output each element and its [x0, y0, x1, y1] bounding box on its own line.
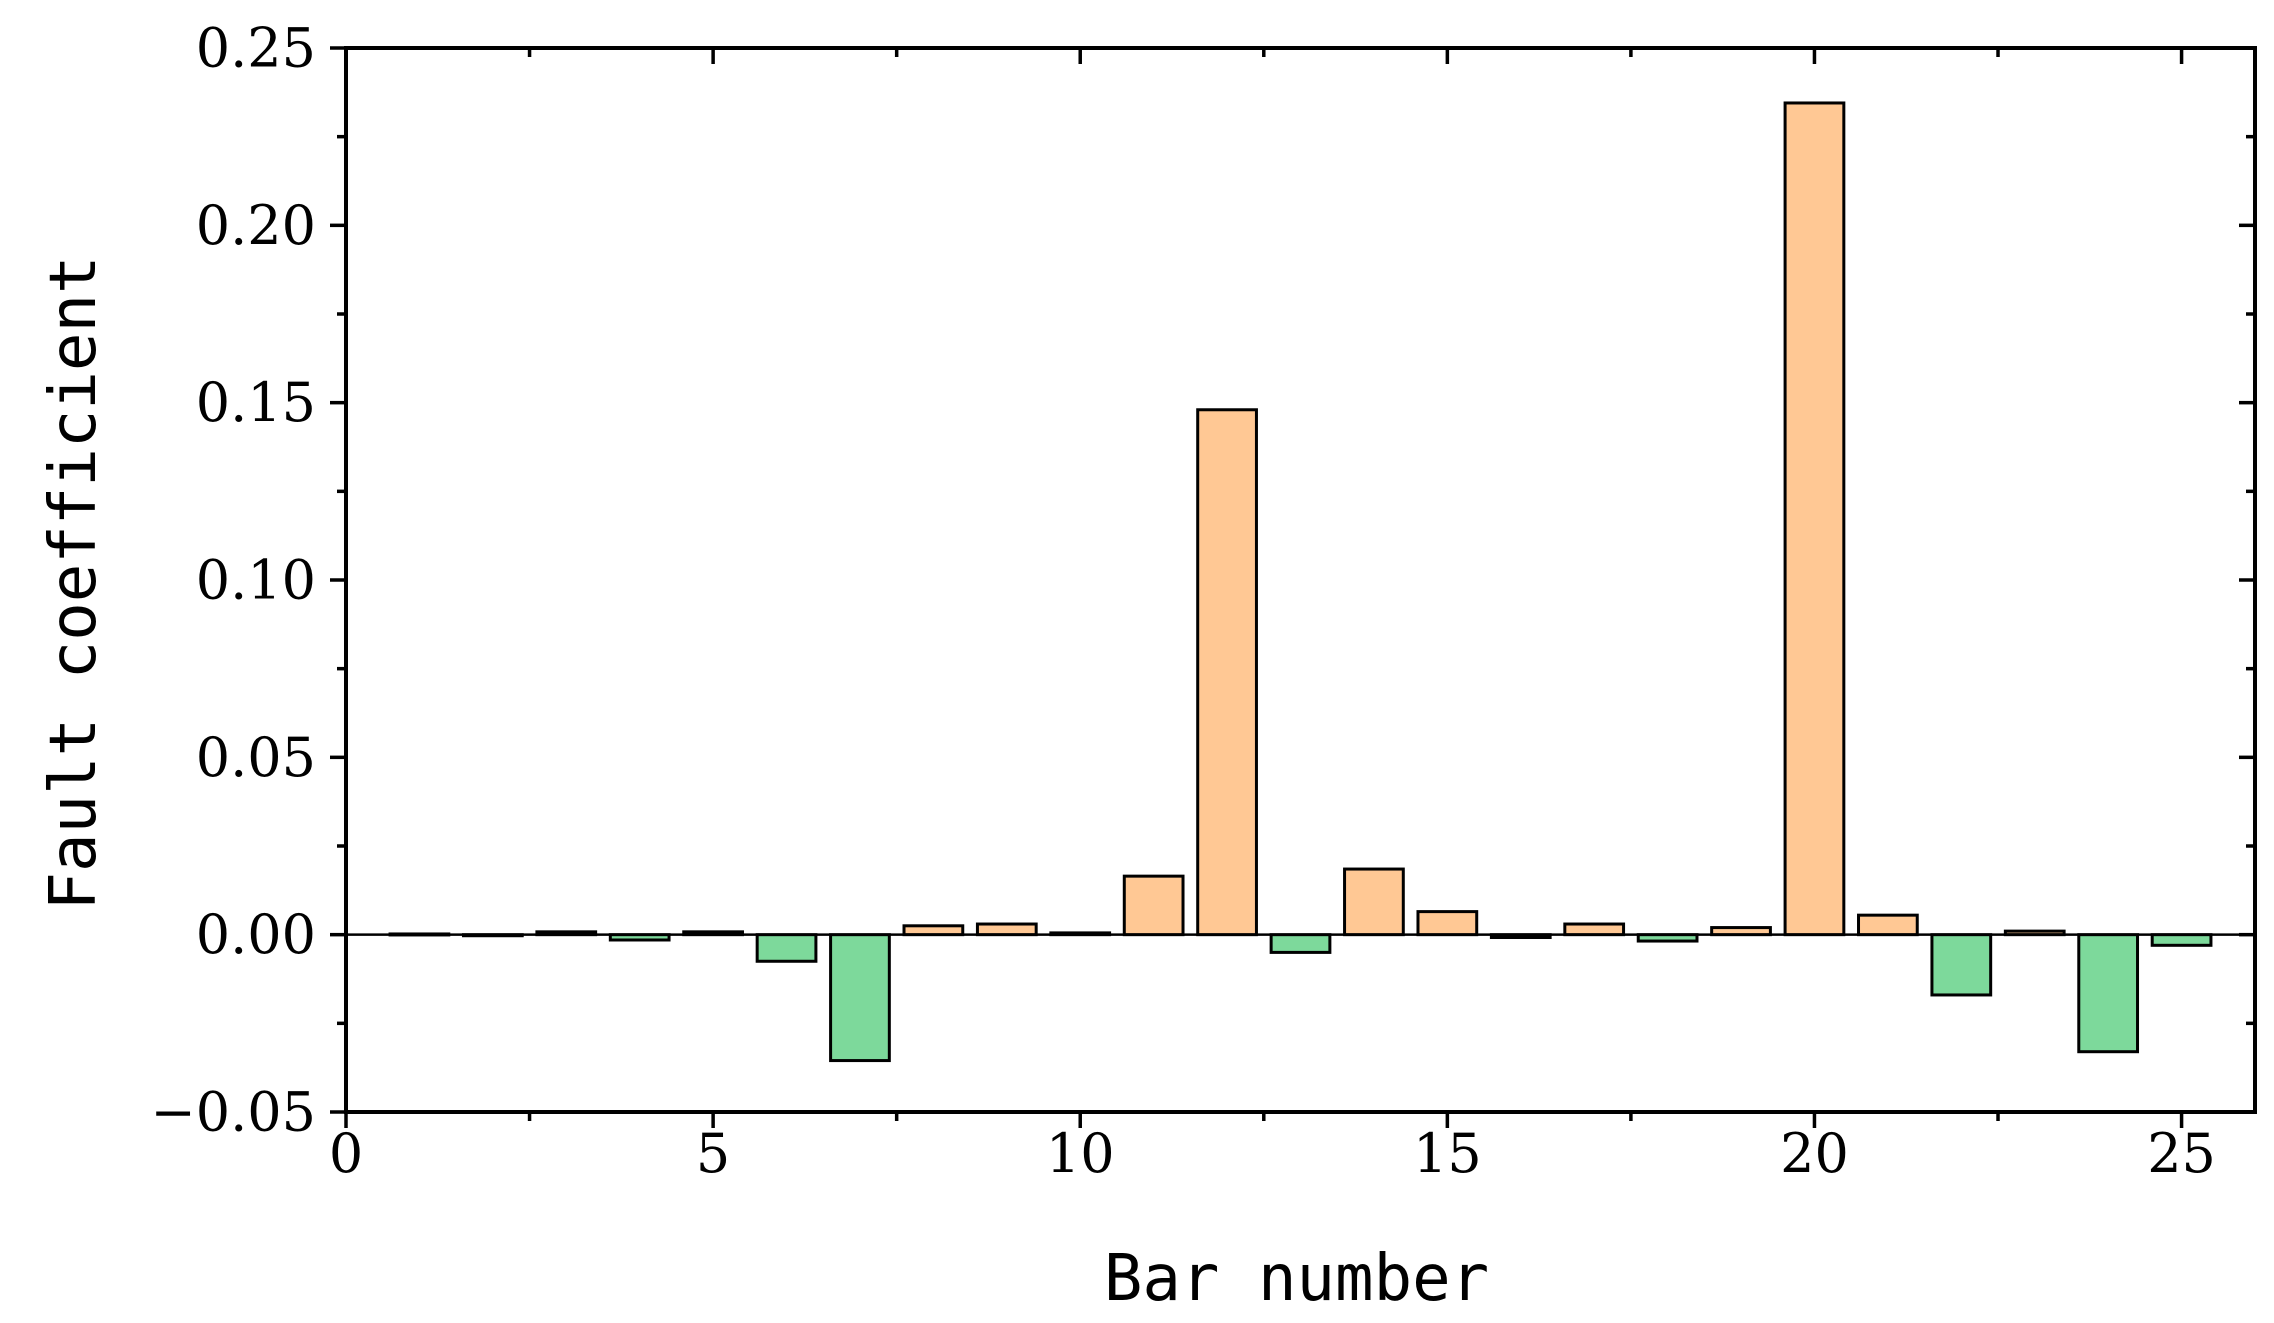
bar-6 [755, 933, 818, 963]
x-tick-label: 25 [2147, 1122, 2216, 1185]
y-tick-label: 0.00 [196, 903, 316, 966]
bar-22 [1930, 933, 1993, 997]
bar-21 [1857, 913, 1919, 937]
x-tick-label: 15 [1413, 1122, 1482, 1185]
bar-7 [829, 933, 891, 1063]
x-tick-label: 10 [1046, 1122, 1115, 1185]
bar-14 [1343, 867, 1405, 937]
bar-25 [2150, 933, 2213, 947]
y-tick-label: 0.10 [196, 549, 316, 612]
bar-11 [1122, 874, 1185, 937]
bar-8 [902, 924, 965, 937]
x-axis-title: Bar number [1104, 1242, 1489, 1316]
y-tick-label: 0.05 [196, 726, 316, 789]
x-tick-label: 0 [329, 1122, 363, 1185]
x-tick-label: 5 [696, 1122, 730, 1185]
bar-24 [2077, 933, 2140, 1054]
y-tick-label: 0.20 [196, 194, 316, 257]
tick-labels-group: 0 5 10 15 20 25 −0.05 0.00 0.05 0.10 0.15 0.20 0.25 [151, 17, 2216, 1186]
ticks-group [330, 46, 2255, 1128]
bar-17 [1563, 922, 1626, 937]
y-tick-label: −0.05 [151, 1081, 316, 1144]
bar-9 [975, 922, 1038, 937]
bar-20 [1783, 101, 1846, 937]
bar-13 [1269, 933, 1332, 954]
x-tick-label: 20 [1780, 1122, 1849, 1185]
bar-15 [1416, 910, 1479, 937]
y-tick-label: 0.25 [196, 17, 316, 80]
bars-group [388, 101, 2213, 1063]
y-axis-title: Fault coefficient [37, 255, 111, 910]
y-tick-label: 0.15 [196, 371, 316, 434]
bar-12 [1196, 408, 1258, 937]
